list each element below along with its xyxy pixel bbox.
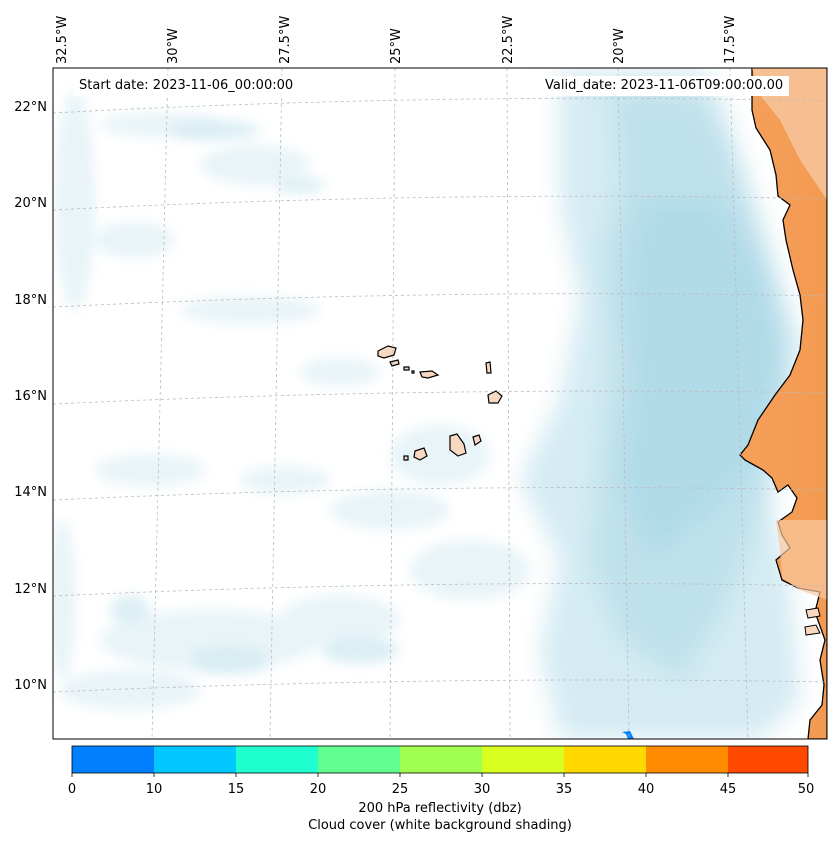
island-sao-nicolau bbox=[419, 370, 440, 379]
african-coast-landmass bbox=[739, 68, 827, 739]
inland-light-shading-south bbox=[776, 520, 827, 600]
colorbar-segment bbox=[728, 746, 808, 773]
island-santa-luzia bbox=[403, 366, 410, 371]
island-santiago bbox=[449, 433, 467, 457]
lon-label: 30°W bbox=[166, 28, 181, 64]
inland-light-shading bbox=[752, 68, 827, 200]
colorbar-tick-label: 40 bbox=[638, 782, 655, 797]
lon-label: 17.5°W bbox=[723, 16, 738, 64]
colorbar-ticks bbox=[71, 773, 809, 777]
lat-label: 22°N bbox=[14, 100, 47, 115]
lon-label: 32.5°W bbox=[55, 16, 70, 64]
lon-label: 25°W bbox=[389, 28, 404, 64]
reflectivity-echo bbox=[622, 731, 634, 739]
colorbar-segment bbox=[154, 746, 236, 773]
colorbar-segment bbox=[482, 746, 564, 773]
colorbar-tick-label: 15 bbox=[228, 782, 245, 797]
lat-label: 20°N bbox=[14, 196, 47, 211]
colorbar-segment bbox=[236, 746, 318, 773]
bijagos-island bbox=[804, 624, 821, 636]
colorbar-tick-label: 20 bbox=[310, 782, 327, 797]
colorbar-segment bbox=[400, 746, 482, 773]
colorbar-segment bbox=[646, 746, 728, 773]
colorbar-tick-label: 50 bbox=[798, 782, 815, 797]
cloud-cover-shading bbox=[53, 70, 800, 739]
lat-label: 14°N bbox=[14, 485, 47, 500]
colorbar-segment bbox=[318, 746, 400, 773]
colorbar-frame bbox=[71, 745, 809, 774]
lat-label: 18°N bbox=[14, 293, 47, 308]
colorbar-tick-label: 45 bbox=[720, 782, 737, 797]
colorbar-tick-label: 10 bbox=[146, 782, 163, 797]
islet bbox=[411, 370, 415, 374]
graticule bbox=[53, 68, 827, 739]
lat-label: 10°N bbox=[14, 678, 47, 693]
colorbar-tick-label: 35 bbox=[556, 782, 573, 797]
island-santo-antao bbox=[377, 345, 397, 359]
island-boa-vista bbox=[487, 390, 503, 404]
island-maio bbox=[472, 434, 482, 446]
map-frame bbox=[52, 67, 828, 740]
island-sao-vicente bbox=[389, 359, 400, 367]
colorbar-tick-label: 0 bbox=[68, 782, 76, 797]
colorbar-tick-labels: 0 10 15 20 25 30 35 40 45 50 bbox=[68, 782, 814, 797]
start-date-label: Start date: 2023-11-06_00:00:00 bbox=[73, 76, 300, 96]
colorbar: 0 10 15 20 25 30 35 40 45 50 bbox=[68, 745, 814, 797]
longitude-labels: 32.5°W 30°W 27.5°W 25°W 22.5°W 20°W 17.5… bbox=[55, 16, 738, 64]
colorbar-segment bbox=[72, 746, 154, 773]
colorbar-subtitle: Cloud cover (white background shading) bbox=[308, 818, 572, 833]
colorbar-segment bbox=[564, 746, 646, 773]
island-fogo bbox=[413, 447, 428, 461]
island-sal bbox=[485, 361, 492, 374]
lon-label: 27.5°W bbox=[278, 16, 293, 64]
lat-label: 12°N bbox=[14, 582, 47, 597]
island-brava bbox=[403, 455, 409, 461]
colorbar-tick-label: 30 bbox=[474, 782, 491, 797]
map-panel bbox=[53, 68, 827, 739]
valid-date-label: Valid_date: 2023-11-06T09:00:00.00 bbox=[539, 76, 790, 96]
lon-label: 22.5°W bbox=[501, 16, 516, 64]
colorbar-title: 200 hPa reflectivity (dbz) bbox=[358, 801, 522, 816]
bijagos-island bbox=[805, 607, 821, 619]
lat-label: 16°N bbox=[14, 389, 47, 404]
latitude-labels: 22°N 20°N 18°N 16°N 14°N 12°N 10°N bbox=[14, 100, 47, 693]
lon-label: 20°W bbox=[612, 28, 627, 64]
colorbar-tick-label: 25 bbox=[392, 782, 409, 797]
cape-verde-islands bbox=[377, 345, 503, 461]
